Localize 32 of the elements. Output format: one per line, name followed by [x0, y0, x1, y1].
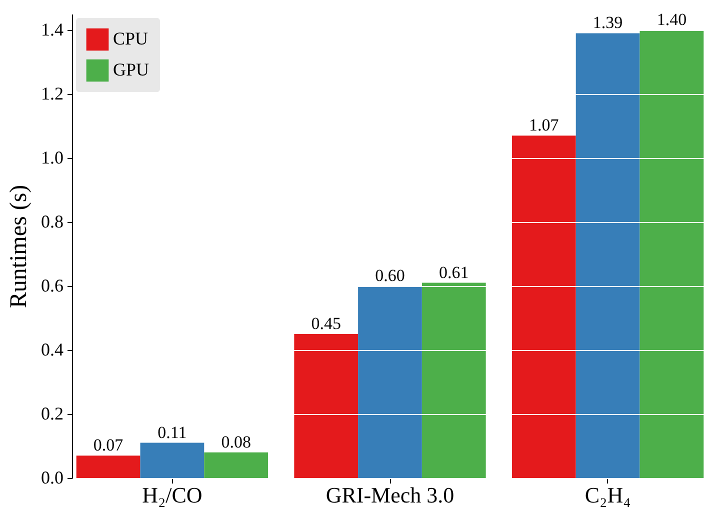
bar	[576, 33, 640, 478]
x-tick-label: C₂H₄	[584, 482, 631, 508]
data-label: 1.07	[529, 116, 560, 135]
data-label: 0.60	[375, 266, 405, 285]
bar	[294, 334, 358, 478]
bar	[358, 286, 422, 478]
data-label: 0.11	[158, 422, 187, 442]
data-label: 0.45	[311, 314, 341, 333]
x-tick-label: H₂/CO	[142, 482, 202, 508]
y-tick-label: 0.4	[41, 340, 64, 360]
data-label: 1.40	[656, 10, 687, 29]
legend-label: GPU	[113, 60, 150, 80]
bar	[204, 452, 268, 478]
y-tick-label: 0.0	[41, 468, 64, 488]
y-tick-label: 1.4	[41, 20, 64, 40]
y-tick-label: 1.0	[41, 148, 64, 168]
bar	[640, 30, 704, 478]
bar	[140, 442, 204, 478]
data-label: 0.61	[439, 262, 469, 282]
bar	[422, 282, 486, 478]
y-tick-label: 0.2	[41, 404, 64, 424]
bar	[512, 136, 576, 478]
y-tick-label: 0.8	[41, 212, 64, 232]
legend-label: CPU	[113, 28, 148, 48]
data-label: 0.07	[93, 436, 124, 455]
bar	[76, 456, 140, 478]
y-tick-label: 1.2	[41, 84, 64, 104]
y-tick-label: 0.6	[41, 276, 64, 296]
y-axis-title: Runtimes (s)	[6, 184, 32, 308]
data-label: 0.08	[221, 432, 251, 452]
x-tick-label: GRI-Mech 3.0	[326, 482, 454, 508]
data-label: 1.39	[592, 13, 623, 32]
